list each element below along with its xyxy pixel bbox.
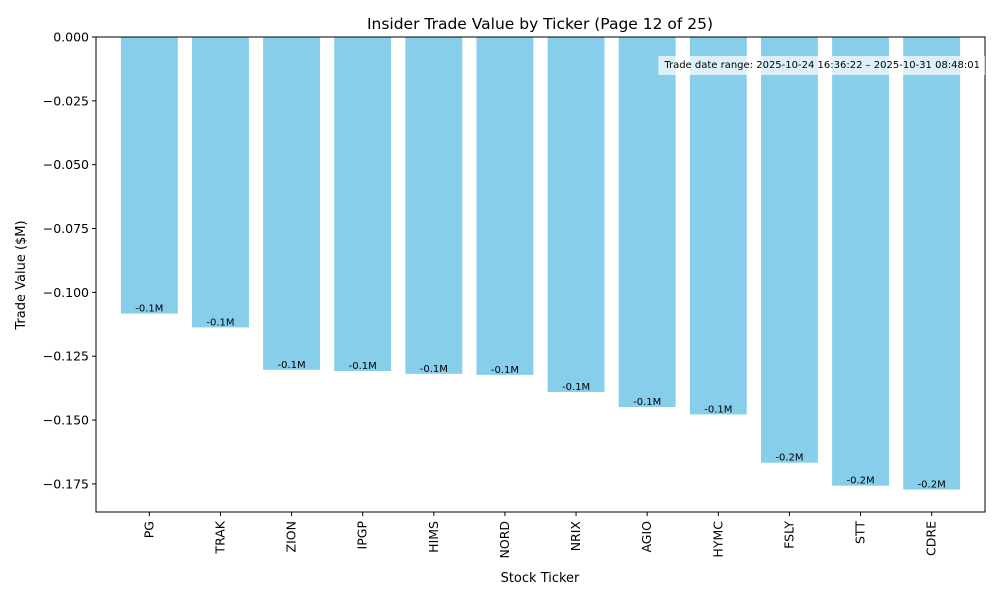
y-tick-label: 0.000 xyxy=(53,30,89,45)
x-tick-label-nord: NORD xyxy=(497,521,512,559)
x-tick-label-zion: ZION xyxy=(284,521,299,552)
y-tick-label: −0.075 xyxy=(43,221,89,236)
annotation-text: Trade date range: 2025-10-24 16:36:22 – … xyxy=(663,60,980,71)
bar-value-label: -0.1M xyxy=(633,397,661,408)
bar-pg xyxy=(120,37,178,314)
bar-value-label: -0.2M xyxy=(918,480,946,491)
bar-agio xyxy=(618,37,676,408)
date-range-annotation: Trade date range: 2025-10-24 16:36:22 – … xyxy=(658,56,985,75)
bar-value-label: -0.1M xyxy=(135,304,163,315)
chart-title: Insider Trade Value by Ticker (Page 12 o… xyxy=(367,15,713,33)
bar-zion xyxy=(263,37,321,370)
bar-value-label: -0.2M xyxy=(775,453,803,464)
x-tick-label-fsly: FSLY xyxy=(781,521,796,549)
bar-value-label: -0.1M xyxy=(206,317,234,328)
y-tick-label: −0.025 xyxy=(43,93,89,108)
bar-value-label: -0.1M xyxy=(491,365,519,376)
x-tick-label-hymc: HYMC xyxy=(710,521,725,558)
bar-value-label: -0.1M xyxy=(349,361,377,372)
x-axis-title: Stock Ticker xyxy=(501,571,580,586)
x-tick-label-trak: TRAK xyxy=(212,520,227,554)
x-axis: PG TRAK ZION IPGP HIMS NORD NRIX AGIO HYMC FSLY ST… xyxy=(141,512,939,559)
plot-frame xyxy=(95,36,986,513)
bar-stt xyxy=(832,37,889,486)
y-tick-label: −0.125 xyxy=(43,349,89,364)
annotation-box xyxy=(658,56,985,75)
y-tick-label: −0.100 xyxy=(43,285,89,300)
bar-hims xyxy=(405,37,463,374)
x-tick-label-pg: PG xyxy=(141,521,156,538)
bar-labels-group: -0.1M -0.1M -0.1M -0.1M -0.1M -0.1M -0.1M -0.1M… xyxy=(135,304,945,491)
y-axis-title: Trade Value ($M) xyxy=(14,220,29,330)
bar-value-label: -0.1M xyxy=(278,360,306,371)
y-axis: 0.000 −0.025 −0.050 −0.075 −0.100 −0.125 −0.15… xyxy=(43,30,96,491)
x-tick-label-stt: STT xyxy=(853,521,868,544)
bar-trak xyxy=(192,37,249,328)
bar-value-label: -0.1M xyxy=(562,382,590,393)
y-tick-label: −0.150 xyxy=(43,413,89,428)
bar-fsly xyxy=(760,37,818,463)
y-tick-label: −0.175 xyxy=(43,476,89,491)
x-tick-label-cdre: CDRE xyxy=(924,521,939,556)
bar-value-label: -0.1M xyxy=(704,404,732,415)
x-tick-label-ipgp: IPGP xyxy=(355,521,370,550)
x-tick-label-nrix: NRIX xyxy=(568,521,583,552)
bar-nord xyxy=(476,37,534,375)
bar-value-label: -0.1M xyxy=(420,364,448,375)
bar-ipgp xyxy=(334,37,392,372)
y-tick-label: −0.050 xyxy=(43,157,89,172)
x-tick-label-hims: HIMS xyxy=(426,521,441,553)
bar-hymc xyxy=(689,37,747,415)
x-tick-label-agio: AGIO xyxy=(639,521,654,553)
bar-cdre xyxy=(903,37,961,490)
bars-group xyxy=(120,37,961,490)
bar-nrix xyxy=(547,37,605,392)
bar-value-label: -0.2M xyxy=(846,476,874,487)
